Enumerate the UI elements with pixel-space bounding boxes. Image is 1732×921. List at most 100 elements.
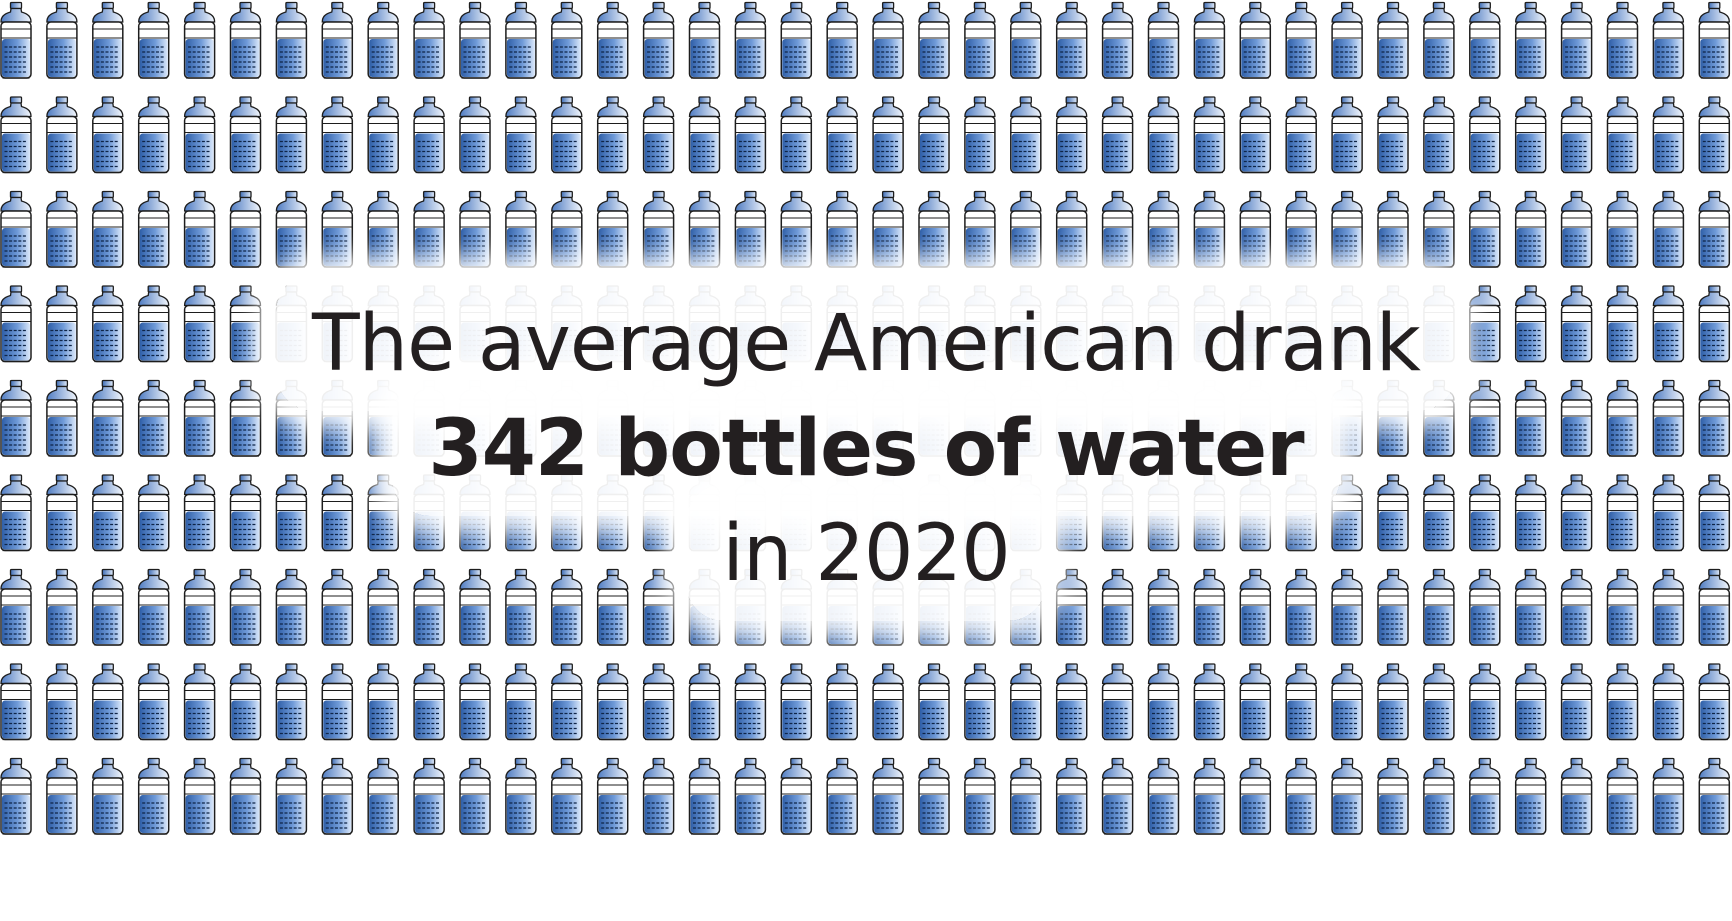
water-bottle-icon [413,757,445,835]
water-bottle-icon [505,96,537,174]
water-bottle-icon [1101,757,1134,835]
water-bottle-icon [1560,1,1593,79]
water-bottle-icon [46,757,78,835]
water-bottle-icon [1055,96,1088,174]
water-bottle-icon [1423,757,1455,835]
water-bottle-icon [505,663,537,741]
water-bottle-icon [183,663,216,741]
water-bottle-icon [229,1,262,79]
water-bottle-icon [1606,190,1639,268]
water-bottle-icon [1560,568,1593,646]
water-bottle-icon [1514,1,1547,79]
water-bottle-icon [183,285,216,363]
water-bottle-icon [1331,190,1363,268]
water-bottle-icon [459,96,491,174]
water-bottle-icon [505,757,537,835]
water-bottle-icon [275,190,308,268]
water-bottle-icon [596,190,629,268]
water-bottle-icon [551,757,583,835]
water-bottle-icon [780,663,813,741]
water-bottle-icon [1147,663,1180,741]
water-bottle-icon [1010,190,1042,268]
water-bottle-icon [964,96,996,174]
water-bottle-icon [596,1,629,79]
water-bottle-icon [275,96,308,174]
water-bottle-icon [1514,190,1547,268]
water-bottle-icon [596,568,629,646]
water-bottle-icon [1652,474,1685,552]
water-bottle-icon [367,757,399,835]
water-bottle-icon [688,190,721,268]
water-bottle-icon [183,190,216,268]
water-bottle-icon [1698,96,1731,174]
water-bottle-icon [1469,474,1501,552]
water-bottle-icon [1377,1,1409,79]
water-bottle-icon [1010,1,1042,79]
water-bottle-icon [1101,568,1134,646]
water-bottle-icon [137,379,170,457]
water-bottle-icon [1514,474,1547,552]
water-bottle-icon [1147,190,1180,268]
water-bottle-icon [688,663,721,741]
water-bottle-icon [183,96,216,174]
water-bottle-icon [229,568,262,646]
water-bottle-icon [46,96,78,174]
water-bottle-icon [1377,190,1409,268]
water-bottle-icon [459,757,491,835]
water-bottle-icon [642,568,675,646]
water-bottle-icon [1285,1,1317,79]
water-bottle-icon [1606,474,1639,552]
water-bottle-icon [1606,379,1639,457]
water-bottle-icon [642,1,675,79]
water-bottle-icon [1560,757,1593,835]
water-bottle-icon [1193,663,1226,741]
water-bottle-icon [229,379,262,457]
water-bottle-icon [1285,190,1317,268]
water-bottle-icon [92,474,124,552]
water-bottle-icon [1285,663,1317,741]
water-bottle-icon [137,1,170,79]
water-bottle-icon [918,96,950,174]
water-bottle-icon [321,663,354,741]
water-bottle-icon [367,190,399,268]
water-bottle-icon [1698,1,1731,79]
water-bottle-icon [780,757,813,835]
water-bottle-icon [642,96,675,174]
water-bottle-icon [551,96,583,174]
water-bottle-icon [1101,1,1134,79]
water-bottle-icon [275,474,308,552]
water-bottle-icon [1010,757,1042,835]
water-bottle-icon [275,757,308,835]
water-bottle-icon [1469,285,1501,363]
water-bottle-icon [780,190,813,268]
water-bottle-icon [0,663,32,741]
water-bottle-icon [321,474,354,552]
water-bottle-icon [229,190,262,268]
water-bottle-icon [92,1,124,79]
water-bottle-icon [1331,663,1363,741]
water-bottle-icon [1514,285,1547,363]
water-bottle-icon [321,568,354,646]
water-bottle-icon [642,663,675,741]
water-bottle-icon [1652,568,1685,646]
water-bottle-icon [92,96,124,174]
water-bottle-icon [1377,474,1409,552]
water-bottle-icon [964,190,996,268]
water-bottle-icon [275,1,308,79]
water-bottle-icon [46,474,78,552]
water-bottle-icon [1469,1,1501,79]
water-bottle-icon [1698,190,1731,268]
water-bottle-icon [1377,663,1409,741]
water-bottle-icon [1193,96,1226,174]
water-bottle-icon [780,96,813,174]
water-bottle-icon [551,1,583,79]
water-bottle-icon [1423,663,1455,741]
water-bottle-icon [367,474,399,552]
water-bottle-icon [1469,568,1501,646]
water-bottle-icon [137,190,170,268]
water-bottle-icon [1193,757,1226,835]
water-bottle-icon [964,757,996,835]
water-bottle-icon [1101,663,1134,741]
water-bottle-icon [46,663,78,741]
water-bottle-icon [229,757,262,835]
